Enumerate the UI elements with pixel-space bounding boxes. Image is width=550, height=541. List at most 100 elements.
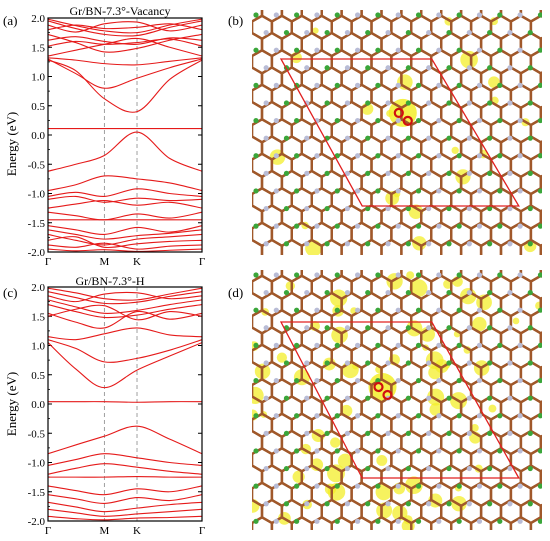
nitrogen-atom (476, 448, 483, 454)
boron-atom (456, 188, 462, 194)
boron-atom (334, 153, 340, 159)
boron-atom (527, 395, 533, 401)
nitrogen-atom (426, 29, 432, 36)
nitrogen-atom (395, 272, 401, 278)
boron-atom (253, 153, 259, 159)
nitrogen-atom (395, 117, 401, 124)
boron-atom (527, 170, 533, 176)
nitrogen-atom (466, 205, 472, 212)
boron-atom (324, 100, 330, 106)
graphene-ring (252, 227, 254, 242)
nitrogen-atom (507, 325, 513, 331)
nitrogen-atom (354, 377, 361, 384)
x-tick-label: K (133, 256, 141, 268)
boron-atom (375, 47, 381, 53)
graphene-ring (372, 0, 392, 4)
nitrogen-atom (385, 536, 390, 541)
graphene-ring (539, 365, 542, 382)
graphene-ring (491, 0, 511, 4)
boron-atom (283, 430, 290, 436)
nitrogen-atom (436, 377, 442, 384)
graphene-ring (222, 466, 242, 489)
nitrogen-atom (263, 501, 269, 507)
nitrogen-atom (264, 536, 269, 541)
nitrogen-atom (426, 170, 432, 176)
boron-atom (527, 289, 533, 296)
nitrogen-atom (263, 100, 269, 106)
nitrogen-atom (426, 465, 432, 472)
nitrogen-atom (304, 29, 310, 36)
band-line (48, 291, 202, 305)
graphene-ring (539, 140, 542, 156)
nitrogen-atom (395, 12, 401, 18)
boron-atom (497, 223, 503, 229)
nitrogen-atom (304, 170, 310, 176)
boron-atom (415, 448, 422, 454)
nitrogen-atom (476, 307, 483, 313)
graphene-ring (431, 0, 451, 4)
y-tick-label: 0.0 (31, 399, 45, 411)
band-line (48, 57, 202, 66)
charge-density-panel-d: (d) (222, 270, 542, 541)
boron-atom (375, 117, 381, 124)
band-line (48, 37, 202, 57)
nitrogen-atom (517, 117, 523, 124)
band-line (48, 248, 202, 252)
nitrogen-atom (517, 413, 523, 419)
nitrogen-atom (273, 307, 279, 313)
boron-atom (527, 100, 533, 106)
boron-atom (446, 395, 452, 401)
graphene-ring (539, 296, 542, 313)
nitrogen-atom (395, 483, 401, 489)
boron-atom (487, 430, 493, 436)
graphene-ring (539, 503, 542, 520)
boron-atom (537, 518, 542, 524)
boron-atom (487, 465, 493, 472)
panel-label-b: (b) (228, 13, 243, 28)
graphene-ring (539, 10, 542, 18)
graphene-ring (252, 349, 254, 364)
nitrogen-atom (385, 241, 391, 247)
boron-atom (537, 272, 542, 278)
boron-atom (294, 377, 300, 384)
isosurface-blob (392, 505, 408, 521)
boron-atom (456, 47, 462, 53)
boron-atom (446, 430, 452, 436)
graphene-ring (451, 0, 471, 4)
y-tick-label: 1.5 (31, 42, 45, 54)
boron-atom (487, 65, 493, 71)
boron-atom (294, 47, 300, 53)
nitrogen-atom (263, 289, 269, 296)
band-line (48, 242, 202, 250)
y-tick-label: 2.0 (31, 13, 45, 25)
nitrogen-atom (436, 223, 442, 229)
isosurface-blob (337, 453, 353, 469)
graphene-ring (539, 270, 542, 278)
band-line (48, 508, 202, 517)
nitrogen-atom (466, 170, 472, 176)
graphene-ring (332, 0, 352, 4)
boron-atom (324, 501, 330, 507)
band-line (48, 327, 202, 341)
boron-atom (294, 413, 300, 419)
graphene-ring (539, 400, 542, 416)
nitrogen-atom (426, 289, 432, 296)
boron-atom (456, 117, 462, 124)
nitrogen-atom (385, 65, 391, 71)
boron-atom (415, 153, 422, 159)
boron-atom (324, 325, 330, 331)
band-line (48, 225, 202, 236)
nitrogen-atom (436, 12, 442, 18)
boron-atom (415, 518, 422, 524)
boron-atom (365, 65, 371, 71)
boron-atom (294, 153, 300, 159)
boron-atom (415, 82, 422, 88)
graphene-ring (252, 123, 254, 138)
band-line (48, 463, 202, 475)
graphene-ring (252, 314, 254, 329)
boron-atom (294, 307, 300, 313)
nitrogen-atom (466, 135, 472, 141)
boron-atom (487, 205, 493, 212)
plot-frame (47, 286, 203, 522)
defect-atom (382, 389, 393, 401)
